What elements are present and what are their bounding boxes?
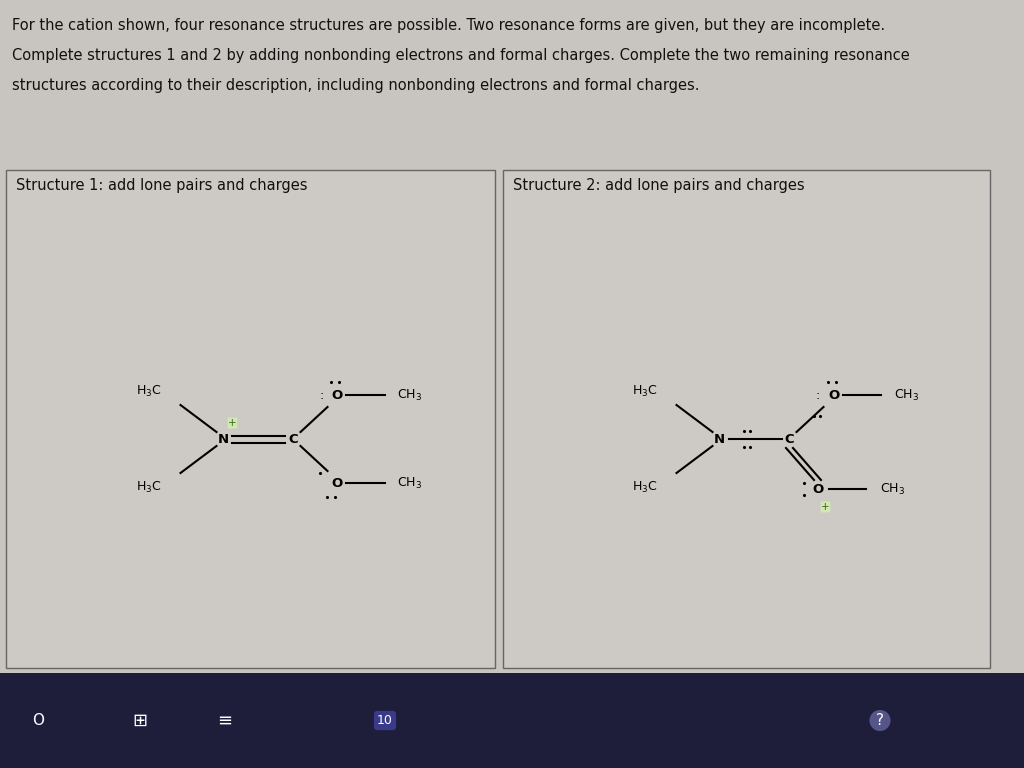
Text: structures according to their description, including nonbonding electrons and fo: structures according to their descriptio… (12, 78, 699, 93)
Text: N: N (714, 432, 725, 445)
Text: :: : (319, 389, 324, 402)
Text: For the cation shown, four resonance structures are possible. Two resonance form: For the cation shown, four resonance str… (12, 18, 885, 33)
Text: H$_3$C: H$_3$C (632, 479, 657, 495)
Text: Structure 1: add lone pairs and charges: Structure 1: add lone pairs and charges (16, 178, 307, 193)
Text: 10: 10 (377, 714, 393, 727)
Text: H$_3$C: H$_3$C (136, 383, 162, 399)
Text: C: C (289, 432, 298, 445)
Bar (503, 170, 990, 668)
Bar (6, 170, 495, 668)
Text: :: : (815, 389, 819, 402)
Text: ≡: ≡ (217, 711, 232, 730)
Text: Complete structures 1 and 2 by adding nonbonding electrons and formal charges. C: Complete structures 1 and 2 by adding no… (12, 48, 909, 63)
Text: Structure 2: add lone pairs and charges: Structure 2: add lone pairs and charges (513, 178, 805, 193)
Text: CH$_3$: CH$_3$ (894, 387, 919, 402)
Text: CH$_3$: CH$_3$ (397, 475, 423, 491)
Text: ?: ? (876, 713, 884, 728)
Text: H$_3$C: H$_3$C (136, 479, 162, 495)
Text: O: O (812, 482, 823, 495)
Bar (0, 673, 1024, 768)
Text: H$_3$C: H$_3$C (632, 383, 657, 399)
Text: C: C (784, 432, 795, 445)
Text: +: + (228, 418, 237, 428)
Text: +: + (821, 502, 829, 512)
Text: CH$_3$: CH$_3$ (397, 387, 423, 402)
Text: CH$_3$: CH$_3$ (880, 482, 904, 497)
Text: O: O (332, 476, 343, 489)
Text: O: O (827, 389, 839, 402)
Text: O: O (32, 713, 44, 728)
Text: O: O (332, 389, 343, 402)
Text: N: N (218, 432, 229, 445)
Text: ⊞: ⊞ (132, 711, 147, 730)
